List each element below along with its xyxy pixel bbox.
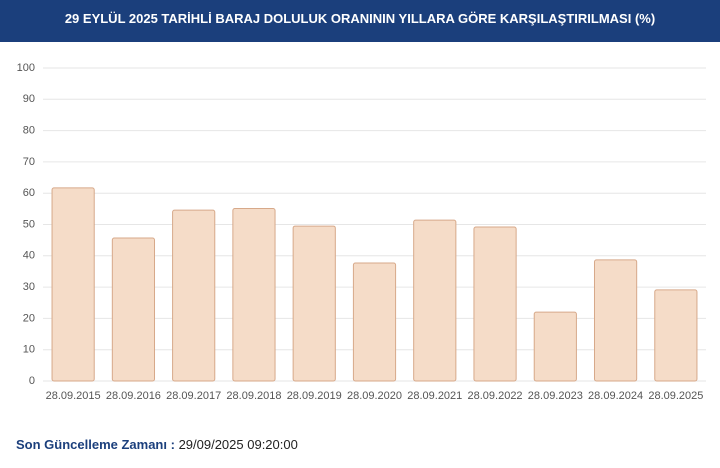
y-tick-label: 60 (23, 187, 35, 199)
x-tick-label: 28.09.2021 (407, 390, 462, 402)
x-tick-label: 28.09.2018 (226, 390, 281, 402)
bar (593, 259, 638, 382)
x-tick-label: 28.09.2019 (287, 390, 342, 402)
bar (352, 262, 397, 382)
footer: Son Güncelleme Zamanı : 29/09/2025 09:20… (16, 437, 298, 452)
bar (111, 237, 156, 382)
y-tick-label: 20 (23, 312, 35, 324)
y-tick-label: 50 (23, 218, 35, 230)
y-tick-label: 30 (23, 281, 35, 293)
x-tick-label: 28.09.2022 (468, 390, 523, 402)
y-tick-label: 70 (23, 156, 35, 168)
x-tick-label: 28.09.2016 (106, 390, 161, 402)
y-tick-label: 90 (23, 93, 35, 105)
footer-value: 29/09/2025 09:20:00 (178, 437, 298, 452)
bar (654, 289, 698, 382)
bar (413, 219, 457, 382)
x-tick-label: 28.09.2024 (588, 390, 643, 402)
header-title: 29 EYLÜL 2025 TARİHLİ BARAJ DOLULUK ORAN… (0, 0, 720, 42)
x-tick-label: 28.09.2015 (46, 390, 101, 402)
bar (232, 208, 276, 382)
chart: 0 10 20 30 40 50 60 70 80 90 100 28.09.2015 28.09.20… (17, 62, 706, 402)
bar (533, 311, 577, 382)
y-tick-label: 10 (23, 344, 35, 356)
x-tick-label: 28.09.2017 (166, 390, 221, 402)
y-tick-label: 0 (29, 375, 35, 387)
footer-label: Son Güncelleme Zamanı : (16, 437, 175, 452)
x-tick-label: 28.09.2025 (648, 390, 703, 402)
y-tick-label: 40 (23, 250, 35, 262)
bar (473, 226, 517, 382)
bar (172, 209, 216, 382)
y-tick-label: 80 (23, 125, 35, 137)
x-tick-label: 28.09.2023 (528, 390, 583, 402)
x-tick-label: 28.09.2020 (347, 390, 402, 402)
bar (51, 187, 95, 382)
bar (292, 225, 336, 382)
y-tick-label: 100 (17, 62, 35, 74)
